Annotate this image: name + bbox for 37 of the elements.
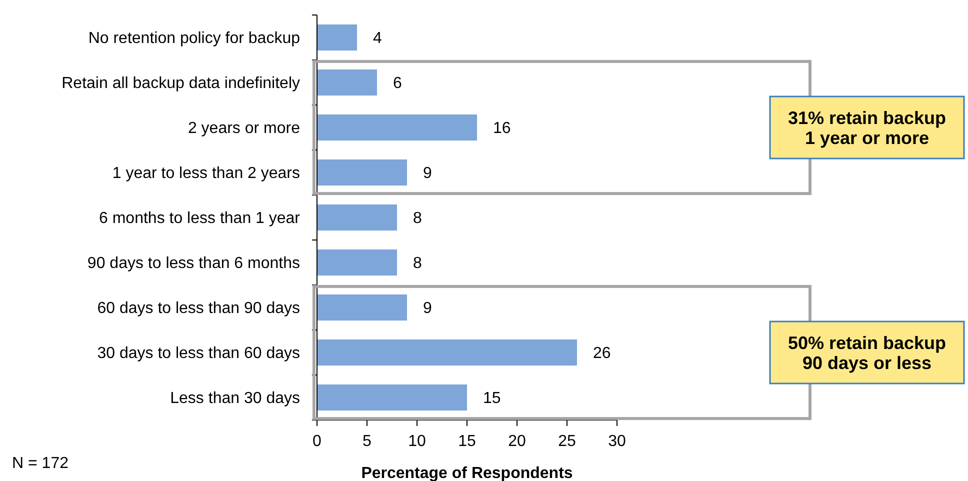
bar [317, 294, 407, 321]
data-label: 6 [393, 75, 402, 92]
text: 50% retain backup 90 days or less [788, 332, 946, 373]
bar [317, 159, 407, 186]
y-tick-label: Retain all backup data indefinitely [62, 75, 300, 92]
x-tick-label: 15 [458, 433, 476, 450]
x-tick-label: 25 [558, 433, 576, 450]
x-tick-label: 10 [408, 433, 426, 450]
y-tick-label: 1 year to less than 2 years [112, 165, 300, 182]
bar [317, 339, 577, 366]
bar [317, 114, 477, 141]
text: 31% retain backup 1 year or more [788, 108, 946, 148]
data-label: 8 [413, 210, 422, 228]
bar [317, 384, 467, 411]
y-tick-label: 6 months to less than 1 year [99, 210, 301, 228]
x-tick-label: 20 [508, 433, 526, 450]
x-tick-label: 5 [362, 433, 372, 450]
y-tick-label: No retention policy for backup [88, 30, 300, 48]
bar [317, 249, 397, 276]
bar [317, 69, 377, 96]
data-label: 16 [493, 120, 511, 138]
data-label: 9 [423, 300, 432, 318]
x-tick-label: 30 [608, 433, 626, 450]
x-tick-label: 0 [312, 433, 322, 450]
data-label: 15 [483, 390, 501, 408]
y-tick-label: 2 years or more [188, 120, 300, 138]
data-label: 4 [373, 30, 382, 48]
y-tick-label: 30 days to less than 60 days [97, 345, 300, 362]
bar [317, 24, 357, 51]
y-tick-label: 90 days to less than 6 months [87, 255, 300, 272]
y-tick-label: Less than 30 days [170, 390, 300, 408]
text: N = 172 [12, 455, 69, 472]
data-label: 8 [413, 255, 422, 272]
y-tick-label: 60 days to less than 90 days [97, 300, 300, 318]
data-label: 9 [423, 165, 432, 182]
bar [317, 204, 397, 231]
data-label: 26 [593, 345, 611, 362]
